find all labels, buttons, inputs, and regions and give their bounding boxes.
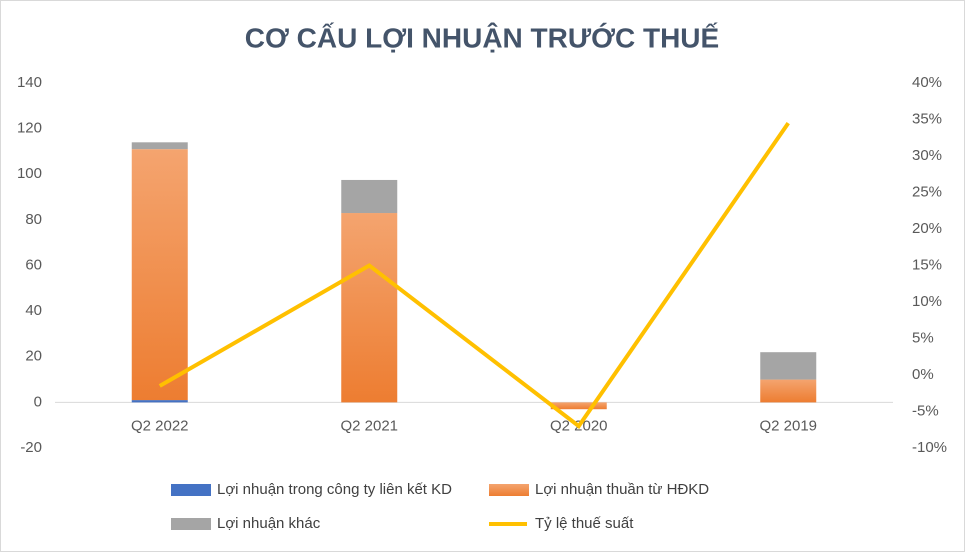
y-tick-label: 40 (25, 302, 42, 319)
y-tick-label: -20 (20, 439, 42, 456)
y2-tick-label: 10% (912, 293, 942, 310)
y2-tick-label: 35% (912, 110, 942, 127)
y2-tick-label: -5% (912, 402, 939, 419)
legend-swatch (171, 484, 211, 496)
y-tick-label: 140 (17, 74, 42, 91)
bar (341, 179, 398, 214)
y2-tick-label: 40% (912, 74, 942, 91)
legend-label: Tỷ lệ thuế suất (535, 515, 634, 532)
chart-title: CƠ CẤU LỢI NHUẬN TRƯỚC THUẾ (245, 22, 719, 53)
legend-label: Lợi nhuận thuần từ HĐKD (535, 481, 709, 498)
line (158, 122, 790, 429)
x-tick-label: Q2 2019 (759, 417, 817, 434)
bar (131, 400, 188, 403)
bar (341, 213, 398, 403)
y2-tick-label: 20% (912, 220, 942, 237)
y2-tick-label: 5% (912, 329, 934, 346)
bar (131, 149, 188, 401)
x-tick-label: Q2 2022 (131, 417, 189, 434)
legend-swatch (171, 518, 211, 530)
y-tick-label: 80 (25, 211, 42, 228)
bar (131, 142, 188, 150)
y2-tick-label: 25% (912, 183, 942, 200)
legend-label: Lợi nhuận trong công ty liên kết KD (217, 481, 452, 498)
legend-label: Lợi nhuận khác (217, 515, 321, 532)
y2-tick-label: 15% (912, 256, 942, 273)
bar (760, 352, 817, 380)
y-tick-label: 0 (34, 393, 42, 410)
y-tick-label: 20 (25, 348, 42, 365)
y-tick-label: 100 (17, 165, 42, 182)
legend-swatch (489, 484, 529, 496)
legend: Lợi nhuận trong công ty liên kết KD Lợi n… (171, 481, 709, 532)
y-tick-label: 60 (25, 256, 42, 273)
y2-tick-label: 0% (912, 366, 934, 383)
x-tick-label: Q2 2021 (340, 417, 398, 434)
y-tick-label: 120 (17, 120, 42, 137)
bar (760, 379, 817, 403)
bar (550, 402, 607, 410)
y2-tick-label: -10% (912, 439, 947, 456)
y2-tick-label: 30% (912, 147, 942, 164)
